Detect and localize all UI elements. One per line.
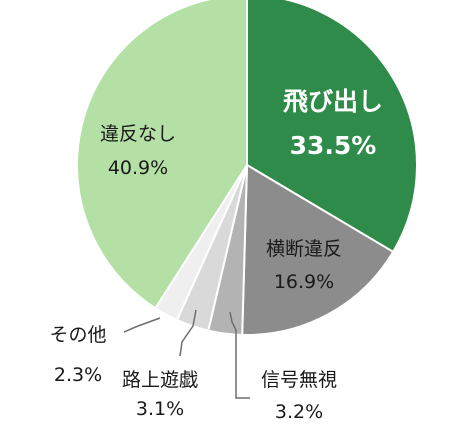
- slice-label-4: その他: [49, 324, 106, 346]
- slice-label-5: 違反なし: [100, 123, 176, 145]
- slice-value-2: 3.2%: [275, 401, 323, 423]
- slice-value-1: 16.9%: [274, 271, 334, 293]
- slice-label-3: 路上遊戯: [122, 369, 198, 391]
- pie-slice-5: [75, 0, 248, 310]
- leader-line-3: [179, 309, 197, 357]
- slice-label-2: 信号無視: [261, 369, 337, 391]
- slice-value-4: 2.3%: [54, 364, 102, 386]
- slice-value-5: 40.9%: [108, 157, 168, 179]
- leader-line-2: [229, 311, 250, 399]
- slice-value-3: 3.1%: [136, 398, 184, 420]
- leader-line-4: [123, 317, 161, 333]
- slice-label-1: 横断違反: [266, 238, 342, 260]
- slice-value-0: 33.5%: [290, 131, 377, 160]
- pie-slice-0: [246, 0, 418, 254]
- slice-label-0: 飛び出し: [283, 87, 383, 116]
- pie-slice-1: [241, 163, 395, 336]
